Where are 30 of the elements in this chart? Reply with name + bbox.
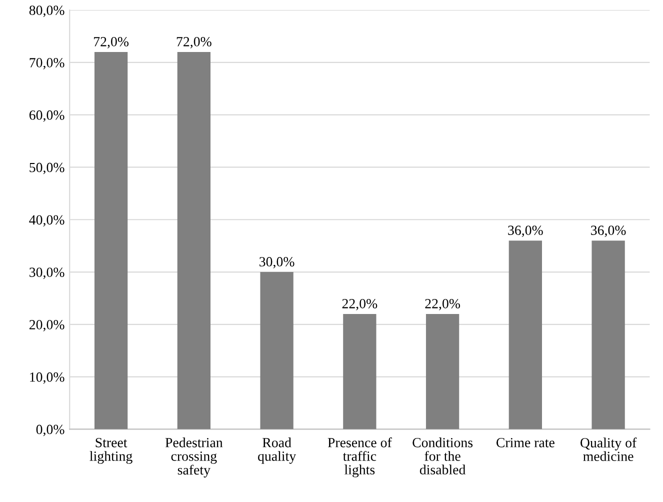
bar <box>343 314 376 430</box>
x-tick-label: Crime rate <box>496 438 554 448</box>
bar <box>94 52 128 430</box>
data-label: 72,0% <box>94 36 129 48</box>
x-tick-label: Pedestrian crossing safety <box>165 438 223 478</box>
bar <box>508 240 542 430</box>
y-tick-label: 80,0% <box>29 6 64 17</box>
y-tick-label: 30,0% <box>30 268 64 279</box>
bar <box>426 314 460 430</box>
bar <box>177 52 211 430</box>
bar <box>260 272 294 430</box>
y-tick-label: 50,0% <box>30 162 64 174</box>
y-tick-label: 60,0% <box>29 110 64 122</box>
x-tick-label: Quality of medicine <box>580 438 637 462</box>
x-tick-label: Presence of traffic lights <box>328 437 392 478</box>
y-tick-label: 20,0% <box>29 320 64 332</box>
x-tick-label: Road quality <box>258 438 296 464</box>
bar <box>592 240 625 430</box>
y-tick-label: 70,0% <box>30 58 64 70</box>
y-tick-label: 40,0% <box>29 215 64 227</box>
data-label: 72,0% <box>176 36 212 48</box>
x-tick-label: Conditions for the disabled <box>412 438 473 474</box>
y-tick-label: 10,0% <box>30 372 64 384</box>
data-label: 36,0% <box>508 226 543 237</box>
data-label: 36,0% <box>591 226 626 237</box>
data-label: 22,0% <box>342 298 378 310</box>
data-label: 30,0% <box>260 257 294 268</box>
data-label: 22,0% <box>425 298 460 310</box>
x-tick-label: Street lighting <box>90 438 132 464</box>
y-tick-label: 0,0% <box>36 424 64 436</box>
